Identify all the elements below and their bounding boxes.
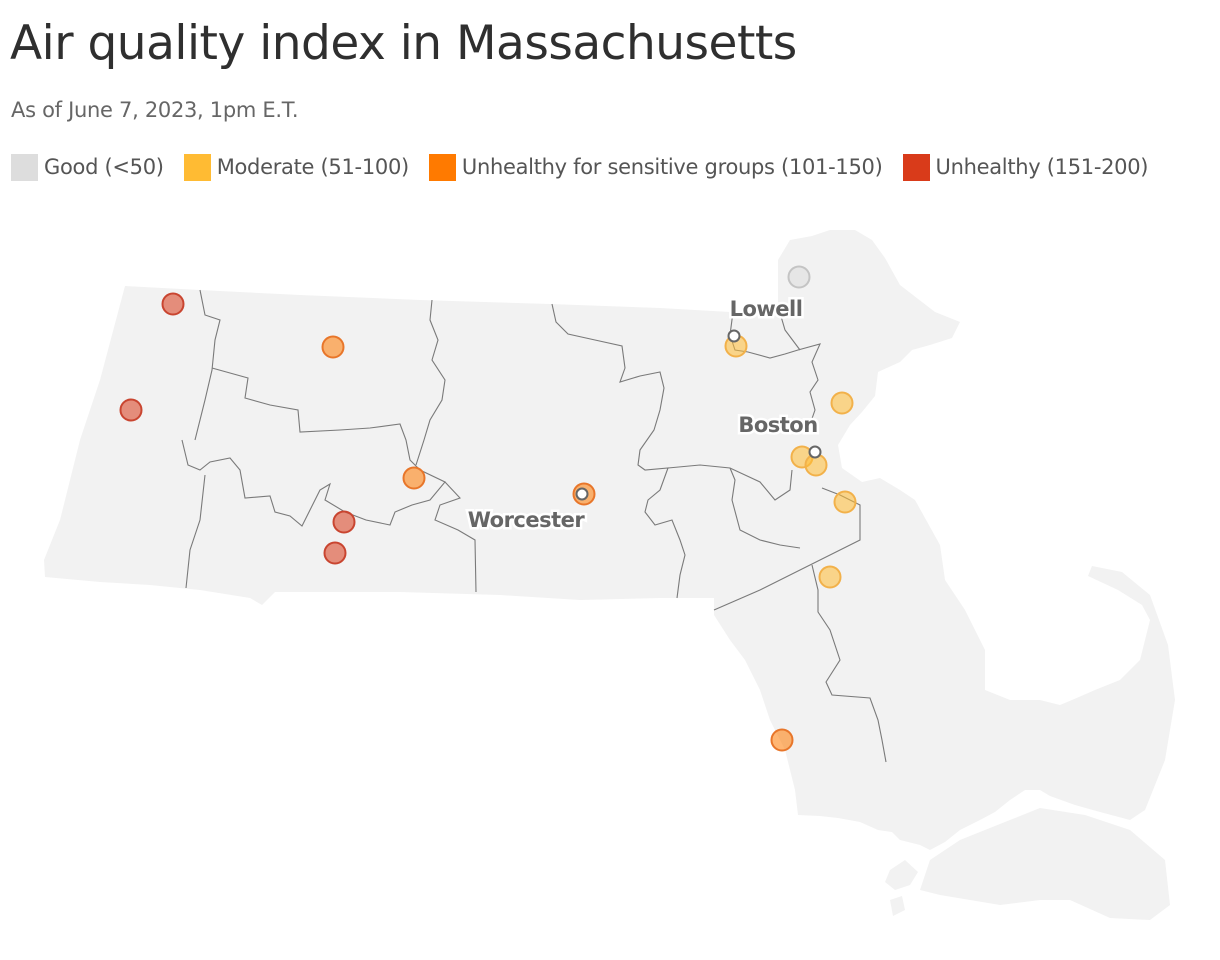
legend-swatch-moderate: [183, 153, 211, 181]
legend-item-usg: Unhealthy for sensitive groups (101-150): [428, 153, 883, 181]
sensor-marker-usg: [402, 466, 426, 490]
legend-item-unhealthy: Unhealthy (151-200): [902, 153, 1149, 181]
legend-item-good: Good (<50): [11, 153, 164, 181]
legend-label-good: Good (<50): [44, 155, 164, 179]
legend-swatch-good: [11, 153, 38, 181]
legend-label-unhealthy: Unhealthy (151-200): [935, 155, 1149, 179]
sensor-marker-moderate: [830, 391, 854, 415]
city-markers: Lowell Boston Worcester: [465, 295, 822, 535]
sensor-marker-unhealthy: [119, 398, 143, 422]
sensor-marker-unhealthy: [161, 292, 185, 316]
sensor-marker-moderate: [818, 565, 842, 589]
sensor-marker-moderate: [833, 490, 857, 514]
sensor-marker-unhealthy: [332, 510, 356, 534]
city-label-boston: Boston: [738, 413, 817, 437]
city-label-worcester: Worcester: [468, 508, 586, 532]
sensor-marker-usg: [770, 728, 794, 752]
sensor-marker-unhealthy: [323, 541, 347, 565]
city-dot-boston: [808, 445, 822, 459]
sensor-marker-usg: [321, 335, 345, 359]
state-shape: [44, 230, 1175, 920]
legend-label-moderate: Moderate (51-100): [216, 155, 410, 179]
legend-item-moderate: Moderate (51-100): [183, 153, 410, 181]
legend-swatch-unhealthy: [902, 153, 930, 181]
legend-label-usg: Unhealthy for sensitive groups (101-150): [461, 155, 883, 179]
sensor-marker-good: [787, 265, 811, 289]
city-dot-lowell: [727, 329, 741, 343]
massachusetts-map: Lowell Boston Worcester: [44, 230, 1175, 920]
city-dot-worcester: [575, 487, 589, 501]
legend: Good (<50) Moderate (51-100) Unhealthy f…: [11, 152, 1168, 182]
page-subtitle: As of June 7, 2023, 1pm E.T.: [11, 98, 299, 122]
city-label-lowell: Lowell: [730, 297, 803, 321]
legend-swatch-usg: [428, 153, 456, 181]
page-title: Air quality index in Massachusetts: [10, 16, 797, 71]
